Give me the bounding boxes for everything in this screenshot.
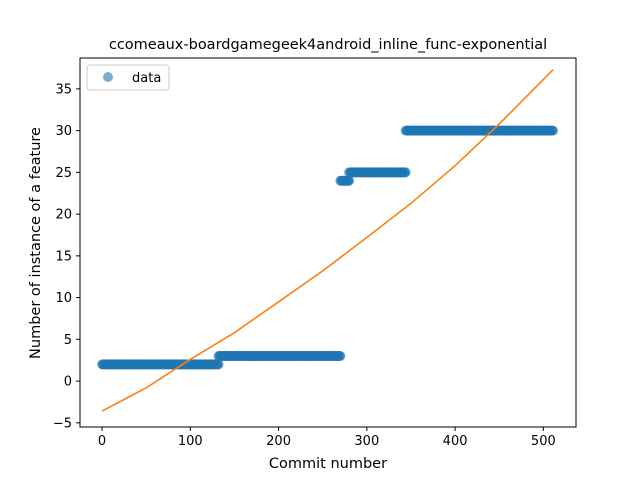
y-axis: −5 0 5 10 15 20 25 30 35 xyxy=(53,82,80,431)
data-point xyxy=(548,125,559,136)
y-tick-label: 30 xyxy=(55,124,72,139)
legend-marker-data xyxy=(103,72,113,82)
x-tick-label: 100 xyxy=(178,434,203,449)
x-tick-label: 300 xyxy=(354,434,379,449)
y-tick-label: −5 xyxy=(53,416,72,431)
y-tick-label: 20 xyxy=(55,208,72,223)
y-tick-label: 25 xyxy=(55,166,72,181)
legend-box xyxy=(86,64,170,91)
fit-curve xyxy=(101,69,554,412)
x-tick-label: 500 xyxy=(531,434,556,449)
y-tick-label: 0 xyxy=(64,375,72,390)
legend: data xyxy=(86,64,170,91)
plot-area xyxy=(97,69,559,412)
y-tick-label: 5 xyxy=(64,333,72,348)
data-point xyxy=(344,175,355,186)
legend-label-data: data xyxy=(132,71,161,86)
x-axis: 0 100 200 300 400 500 xyxy=(98,427,556,449)
data-point xyxy=(335,351,346,362)
chart-title: ccomeaux-boardgamegeek4android_inline_fu… xyxy=(109,37,547,53)
plot-frame xyxy=(79,57,577,428)
x-tick-label: 200 xyxy=(266,434,291,449)
data-point xyxy=(213,359,224,370)
y-tick-label: 10 xyxy=(55,291,72,306)
x-tick-label: 0 xyxy=(98,434,106,449)
x-tick-label: 400 xyxy=(443,434,468,449)
y-tick-label: 35 xyxy=(55,82,72,97)
data-point xyxy=(400,167,411,178)
x-axis-label: Commit number xyxy=(269,456,387,472)
y-tick-label: 15 xyxy=(55,249,72,264)
y-axis-label: Number of instance of a feature xyxy=(28,127,44,359)
